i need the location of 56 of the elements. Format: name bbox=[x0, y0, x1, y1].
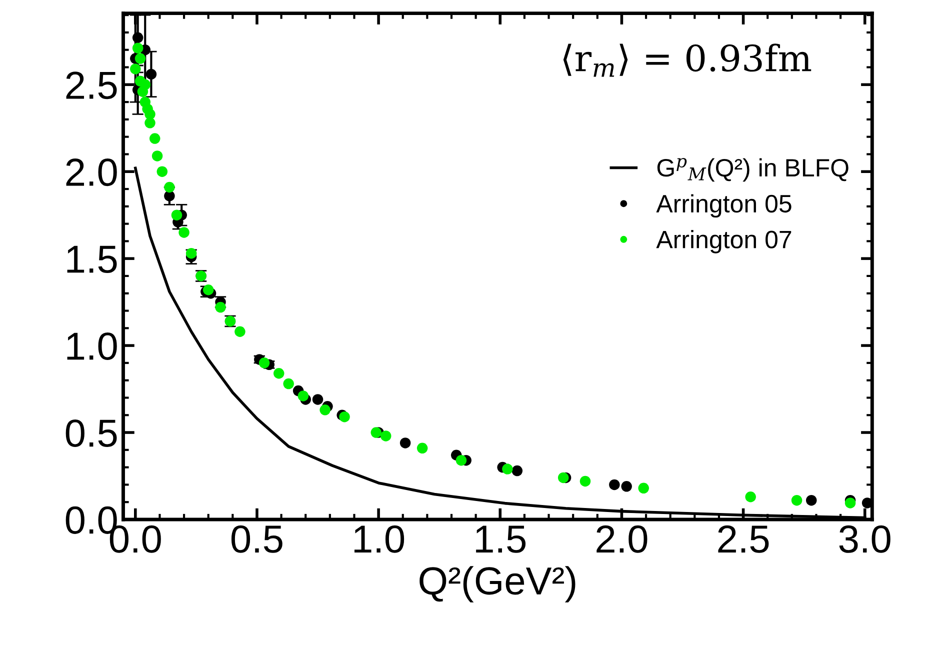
point bbox=[400, 438, 411, 448]
x-tick-label: 1.0 bbox=[354, 525, 404, 553]
point bbox=[416, 442, 428, 454]
x-tick-label: 3.0 bbox=[839, 525, 890, 553]
x-axis-title: Q²(GeV²) bbox=[420, 566, 576, 602]
point bbox=[298, 390, 309, 402]
point bbox=[502, 464, 513, 474]
x-tick-label: 0.5 bbox=[231, 525, 282, 553]
point bbox=[164, 182, 175, 193]
point bbox=[156, 166, 168, 177]
point bbox=[283, 378, 294, 390]
point bbox=[215, 302, 226, 313]
point bbox=[134, 53, 146, 64]
point bbox=[380, 430, 392, 442]
point bbox=[140, 79, 151, 90]
point bbox=[456, 454, 467, 466]
legend-label: G$^{p}$$_{M}$(Q²) in BLFQ bbox=[657, 158, 848, 182]
point bbox=[745, 491, 756, 502]
point bbox=[152, 150, 163, 162]
point bbox=[844, 498, 856, 508]
point bbox=[339, 411, 350, 422]
x-tick-label: 2.0 bbox=[596, 525, 648, 553]
point bbox=[146, 68, 157, 80]
point bbox=[806, 494, 817, 506]
point bbox=[258, 358, 270, 368]
point bbox=[186, 248, 197, 259]
point bbox=[273, 368, 284, 379]
x-tick-label: 1.5 bbox=[476, 526, 526, 553]
point bbox=[609, 479, 620, 490]
y-tick-label: 1.5 bbox=[67, 246, 117, 274]
y-tick-label: 2.5 bbox=[66, 72, 117, 100]
point bbox=[512, 465, 523, 476]
point bbox=[621, 481, 632, 492]
point bbox=[580, 476, 591, 487]
point bbox=[312, 394, 324, 405]
y-tick-label: 1.0 bbox=[67, 332, 117, 360]
point bbox=[558, 472, 569, 484]
legend-label: Arrington 05 bbox=[656, 194, 792, 218]
legend-label: Arrington 07 bbox=[656, 230, 792, 254]
point bbox=[132, 42, 144, 54]
annotation: ⟨r$_{m}$⟩ = 0.93fm bbox=[563, 44, 812, 77]
x-tick-label: 2.5 bbox=[718, 525, 769, 553]
point bbox=[234, 326, 246, 338]
point bbox=[320, 404, 330, 416]
point bbox=[202, 284, 214, 296]
point bbox=[149, 133, 160, 144]
y-tick-label: 2.0 bbox=[66, 158, 117, 186]
point bbox=[370, 427, 382, 438]
point bbox=[171, 210, 182, 220]
point bbox=[791, 494, 802, 506]
point bbox=[130, 64, 141, 74]
point bbox=[638, 482, 649, 494]
point bbox=[178, 227, 190, 238]
y-tick-label: 0.5 bbox=[66, 419, 117, 447]
point bbox=[132, 32, 144, 44]
point bbox=[144, 118, 156, 128]
